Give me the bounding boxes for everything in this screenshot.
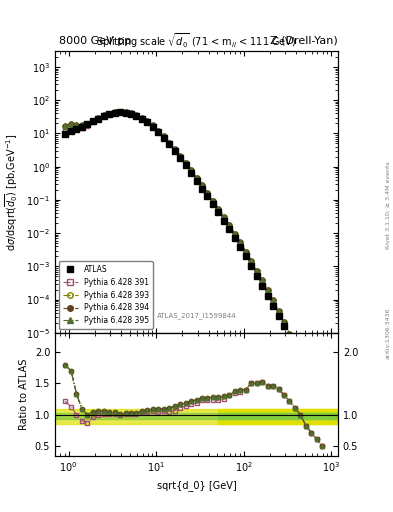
Title: Splitting scale $\sqrt{d_0}$ (71 < m$_{ll}$ < 111 GeV): Splitting scale $\sqrt{d_0}$ (71 < m$_{l…: [96, 31, 297, 50]
Legend: ATLAS, Pythia 6.428 391, Pythia 6.428 393, Pythia 6.428 394, Pythia 6.428 395: ATLAS, Pythia 6.428 391, Pythia 6.428 39…: [59, 261, 153, 329]
Bar: [55, 409, 338, 423]
Text: ATLAS_2017_I1599844: ATLAS_2017_I1599844: [157, 312, 236, 318]
Text: Rivet 3.1.10; ≥ 3.4M events: Rivet 3.1.10; ≥ 3.4M events: [386, 161, 391, 249]
Bar: [55, 413, 338, 419]
X-axis label: sqrt{d_0} [GeV]: sqrt{d_0} [GeV]: [157, 480, 236, 491]
Text: 8000 GeV pp: 8000 GeV pp: [59, 35, 131, 46]
Y-axis label: d$\sigma$/dsqrt($\overline{d_0}$) [pb,GeV$^{-1}$]: d$\sigma$/dsqrt($\overline{d_0}$) [pb,Ge…: [4, 133, 20, 251]
Y-axis label: Ratio to ATLAS: Ratio to ATLAS: [19, 358, 29, 430]
Text: arXiv:1306.3436: arXiv:1306.3436: [386, 307, 391, 358]
Text: Z (Drell-Yan): Z (Drell-Yan): [270, 35, 338, 46]
